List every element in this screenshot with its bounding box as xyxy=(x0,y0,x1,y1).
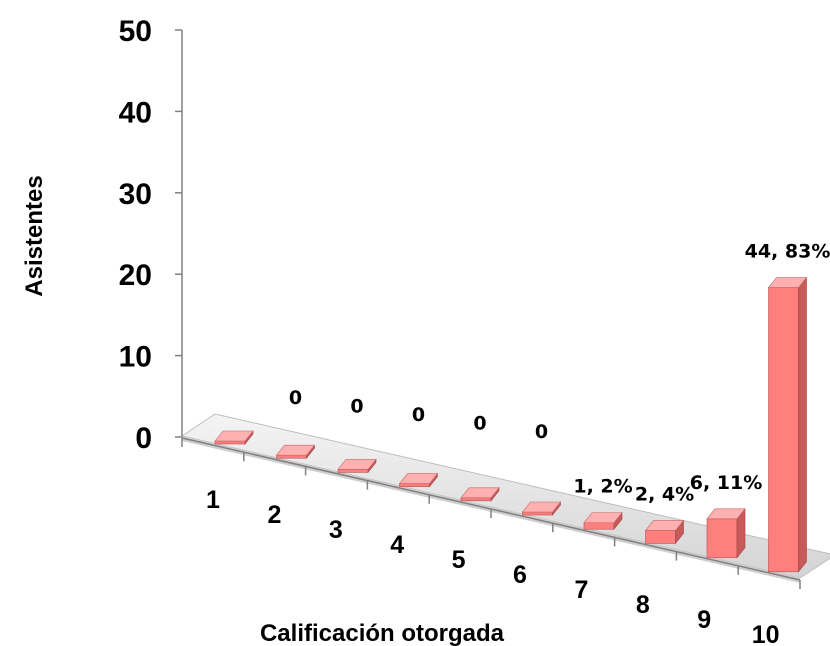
data-label: 6, 11% xyxy=(690,472,763,494)
bar-top xyxy=(706,508,746,520)
x-tick-label: 9 xyxy=(697,606,711,634)
bars xyxy=(214,276,808,573)
bar-front xyxy=(337,469,369,473)
bar-top xyxy=(214,430,254,442)
y-tick-label: 0 xyxy=(135,422,152,455)
bar xyxy=(275,444,316,460)
bar-top xyxy=(398,473,439,484)
bar-top xyxy=(644,520,685,531)
x-tick-labels: 1 2 3 4 5 6 7 8 9 10 xyxy=(206,486,779,646)
bar xyxy=(460,486,500,502)
x-tick-label: 1 xyxy=(206,486,220,514)
bar xyxy=(337,458,377,474)
x-tick-label: 7 xyxy=(574,576,588,604)
y-tick-label: 10 xyxy=(119,341,152,374)
x-axis-ticks xyxy=(181,438,801,589)
bar-top xyxy=(583,512,623,524)
bar-top xyxy=(521,501,562,513)
data-label: 0 xyxy=(412,404,425,426)
bar-front xyxy=(214,440,246,445)
bar-front xyxy=(706,518,738,558)
y-tick-label: 20 xyxy=(119,259,152,292)
x-tick-label: 5 xyxy=(452,546,466,574)
bar-top xyxy=(275,444,316,456)
data-label: 0 xyxy=(350,396,363,418)
bar-top xyxy=(337,459,377,470)
bar-front xyxy=(645,530,676,544)
bar-front xyxy=(276,454,307,459)
data-label: 0 xyxy=(289,387,302,409)
bar-top xyxy=(460,487,500,499)
bar-front xyxy=(399,483,430,487)
bar xyxy=(767,276,808,573)
data-label: 0 xyxy=(535,421,548,443)
y-tick-label: 40 xyxy=(119,96,152,129)
x-tick-label: 10 xyxy=(752,621,780,646)
bar xyxy=(214,430,254,445)
data-label: 1, 2% xyxy=(573,476,632,498)
y-axis-ticks xyxy=(175,29,182,438)
bar xyxy=(583,511,623,531)
data-label: 44, 83% xyxy=(745,241,830,263)
y-tick-label: 50 xyxy=(119,15,152,48)
x-tick-label: 4 xyxy=(390,531,404,559)
y-axis-title: Asistentes xyxy=(21,175,48,296)
x-tick-label: 3 xyxy=(329,516,343,544)
bar-front xyxy=(460,497,492,502)
bar-side xyxy=(798,276,807,573)
bar-top xyxy=(767,277,808,288)
data-label: 2, 4% xyxy=(635,483,694,505)
x-tick-label: 2 xyxy=(267,501,281,529)
x-tick-label: 6 xyxy=(513,561,527,589)
bar xyxy=(706,507,746,559)
bar-front xyxy=(768,287,799,573)
data-labels: 0 0 0 0 0 1, 2% 2, 4%6, 11% 44, 83% xyxy=(289,241,830,506)
x-tick-label: 8 xyxy=(636,591,650,619)
bar-front xyxy=(522,511,553,516)
x-axis-title: Calificación otorgada xyxy=(260,620,505,646)
y-tick-label: 30 xyxy=(119,178,152,211)
bar xyxy=(398,472,439,488)
bar-front xyxy=(583,522,615,530)
bar xyxy=(644,519,685,545)
bar xyxy=(521,501,562,516)
y-tick-labels: 0 10 20 30 40 50 xyxy=(119,15,152,455)
data-label: 0 xyxy=(473,413,486,435)
